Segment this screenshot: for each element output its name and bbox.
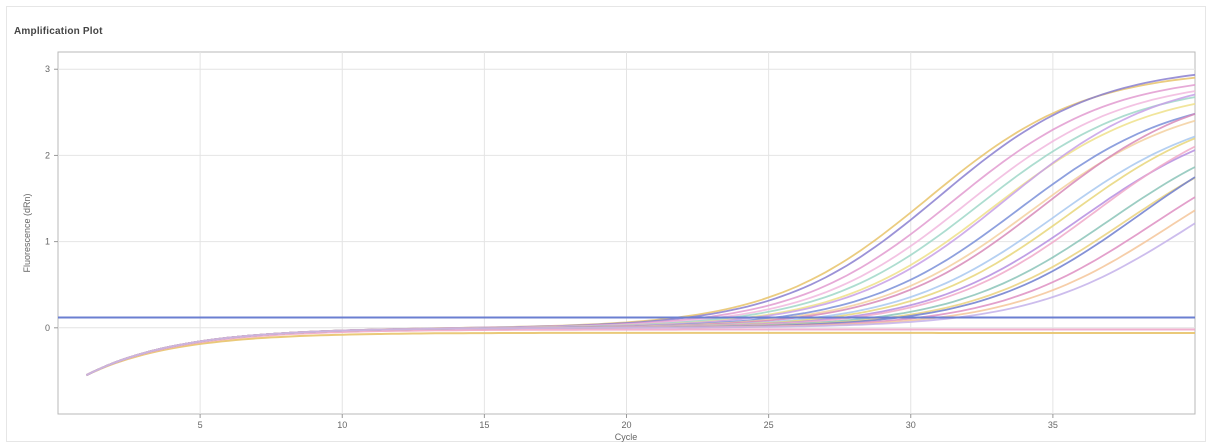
y-tick-label: 2 [45,150,50,160]
x-axis-label: Cycle [615,432,638,442]
x-tick-label: 20 [621,420,631,430]
chart-title: Amplification Plot [14,26,103,37]
x-ticks: 5 10 15 20 25 30 35 [198,414,1058,430]
y-ticks: 0 1 2 3 [45,64,58,333]
chart-frame [6,6,1206,442]
x-tick-label: 25 [764,420,774,430]
x-tick-label: 10 [337,420,347,430]
x-tick-label: 35 [1048,420,1058,430]
series-line-20 [86,222,1196,377]
y-axis-label: Fluorescence (dRn) [22,193,32,272]
flat-series-line-1 [85,331,1195,377]
y-tick-label: 3 [45,64,50,74]
y-tick-label: 1 [45,237,50,247]
y-tick-label: 0 [45,323,50,333]
series-group [85,73,1196,377]
x-tick-label: 15 [479,420,489,430]
x-tick-label: 30 [906,420,916,430]
x-tick-label: 5 [198,420,203,430]
flat-series-line-2 [85,328,1195,377]
